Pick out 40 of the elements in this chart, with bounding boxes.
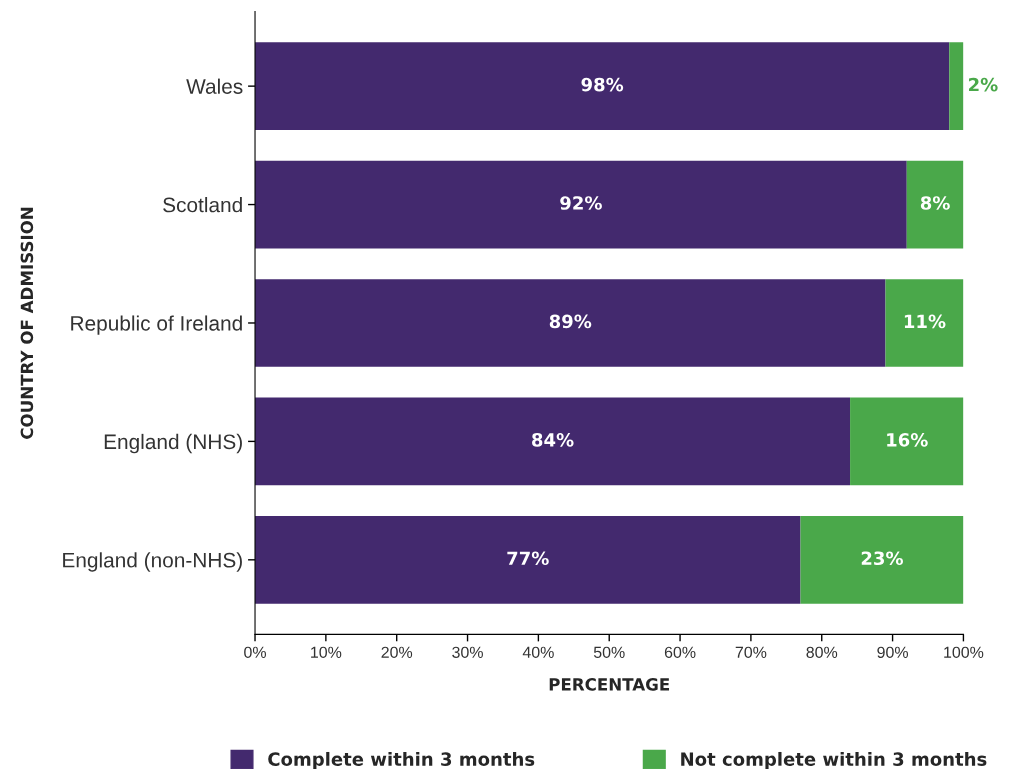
data-label: 84% [532, 432, 574, 447]
bar [850, 397, 964, 486]
data-label: 77% [507, 551, 549, 566]
data-label: 11% [904, 314, 946, 329]
bar [255, 279, 886, 367]
x-tick-label: 60% [664, 646, 696, 658]
x-tick-label: 90% [877, 646, 908, 658]
bar [255, 397, 851, 486]
bar [885, 279, 964, 367]
legend-label: Not complete within 3 months [681, 751, 987, 769]
y-tick-label: Wales [186, 78, 243, 94]
y-tick-label: England (NHS) [104, 433, 242, 454]
data-label: 23% [861, 551, 903, 566]
x-axis-title: PERCENTAGE [549, 678, 670, 691]
x-tick-label: 50% [593, 646, 625, 658]
bar [255, 42, 950, 130]
x-tick-label: 30% [452, 646, 483, 658]
bar [255, 516, 801, 604]
bar [949, 42, 964, 130]
data-label: 98% [581, 77, 624, 92]
data-label: 16% [887, 432, 928, 447]
y-tick-label: Republic of Ireland [71, 315, 242, 335]
data-label: 8% [920, 196, 950, 210]
data-label: 89% [549, 314, 592, 329]
bar [906, 160, 964, 249]
data-label: 2% [969, 77, 998, 92]
y-tick-label: England (non-NHS) [63, 552, 242, 572]
y-axis-title: COUNTRY OF ADMISSION [20, 207, 34, 439]
x-tick-label: 0% [244, 646, 266, 658]
x-tick-label: 40% [522, 646, 554, 658]
legend-label: Complete within 3 months [268, 751, 535, 769]
x-tick-label: 70% [735, 646, 767, 658]
data-label: 92% [560, 196, 602, 210]
x-tick-label: 80% [806, 646, 838, 658]
y-tick-label: Scotland [163, 197, 242, 213]
bar [800, 516, 964, 604]
bar [255, 160, 907, 249]
x-tick-label: 20% [381, 646, 413, 658]
x-tick-label: 100% [944, 646, 984, 658]
x-tick-label: 10% [311, 646, 342, 658]
